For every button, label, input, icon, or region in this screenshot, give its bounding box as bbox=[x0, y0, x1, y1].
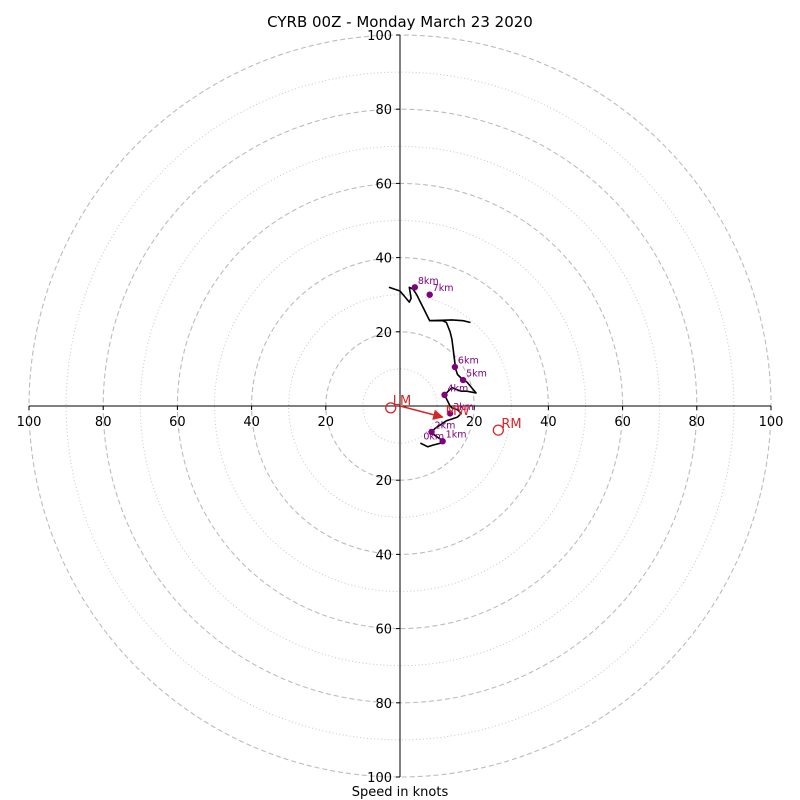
x-tick-label: 80 bbox=[689, 415, 706, 430]
height-label-3km: 3km bbox=[453, 402, 474, 413]
wind-trace-branch bbox=[429, 319, 471, 324]
x-tick-label: 60 bbox=[169, 415, 186, 430]
x-tick-label: 40 bbox=[540, 415, 557, 430]
y-tick-label: 60 bbox=[375, 623, 392, 638]
height-label-4km: 4km bbox=[448, 383, 469, 394]
height-label-5km: 5km bbox=[466, 369, 487, 380]
y-tick-label: 100 bbox=[367, 29, 392, 44]
y-tick-label: 20 bbox=[375, 326, 392, 341]
lm-marker bbox=[385, 402, 397, 414]
height-marker-1km bbox=[439, 438, 446, 445]
x-tick-label: 80 bbox=[95, 415, 112, 430]
height-marker-2km bbox=[428, 428, 435, 436]
y-tick-label: 40 bbox=[375, 252, 392, 267]
y-tick-label: 60 bbox=[375, 177, 392, 192]
x-tick-label: 20 bbox=[318, 415, 335, 430]
x-tick-label: 40 bbox=[243, 415, 260, 430]
mw-label: MW bbox=[446, 404, 470, 419]
height-marker-3km bbox=[446, 410, 454, 417]
lm-label: LM bbox=[393, 394, 411, 409]
x-tick-label: 60 bbox=[614, 415, 631, 430]
height-label-1km: 1km bbox=[446, 430, 467, 441]
y-tick-label: 20 bbox=[375, 474, 392, 489]
rm-marker bbox=[492, 424, 504, 436]
height-marker-4km bbox=[441, 391, 448, 399]
y-tick-label: 40 bbox=[375, 548, 392, 563]
x-tick-label: 20 bbox=[466, 415, 483, 430]
x-tick-label: 100 bbox=[759, 415, 784, 430]
height-label-0km: 0km bbox=[423, 432, 444, 443]
height-label-2km: 2km bbox=[435, 420, 456, 431]
height-marker-6km bbox=[451, 363, 459, 371]
x-axis-label: Speed in knots bbox=[352, 785, 449, 800]
y-tick-label: 100 bbox=[367, 771, 392, 786]
y-tick-label: 80 bbox=[375, 103, 392, 118]
mean-wind-arrow bbox=[399, 405, 444, 420]
height-label-6km: 6km bbox=[458, 356, 479, 367]
height-marker-8km bbox=[411, 284, 419, 291]
height-marker-7km bbox=[426, 291, 433, 298]
height-marker-5km bbox=[459, 376, 467, 384]
tick-labels: 100 80 60 40 20 20 40 60 80 100 100 80 60 40 20 20 40 60 8… bbox=[17, 29, 784, 786]
height-label-7km: 7km bbox=[433, 283, 454, 294]
x-tick-label: 100 bbox=[17, 415, 42, 430]
y-tick-label: 80 bbox=[375, 697, 392, 712]
height-label-8km: 8km bbox=[418, 276, 439, 287]
rm-label: RM bbox=[501, 417, 521, 432]
storm-motion: LM RM MW bbox=[385, 394, 522, 436]
chart-title: CYRB 00Z - Monday March 23 2020 bbox=[267, 13, 533, 31]
